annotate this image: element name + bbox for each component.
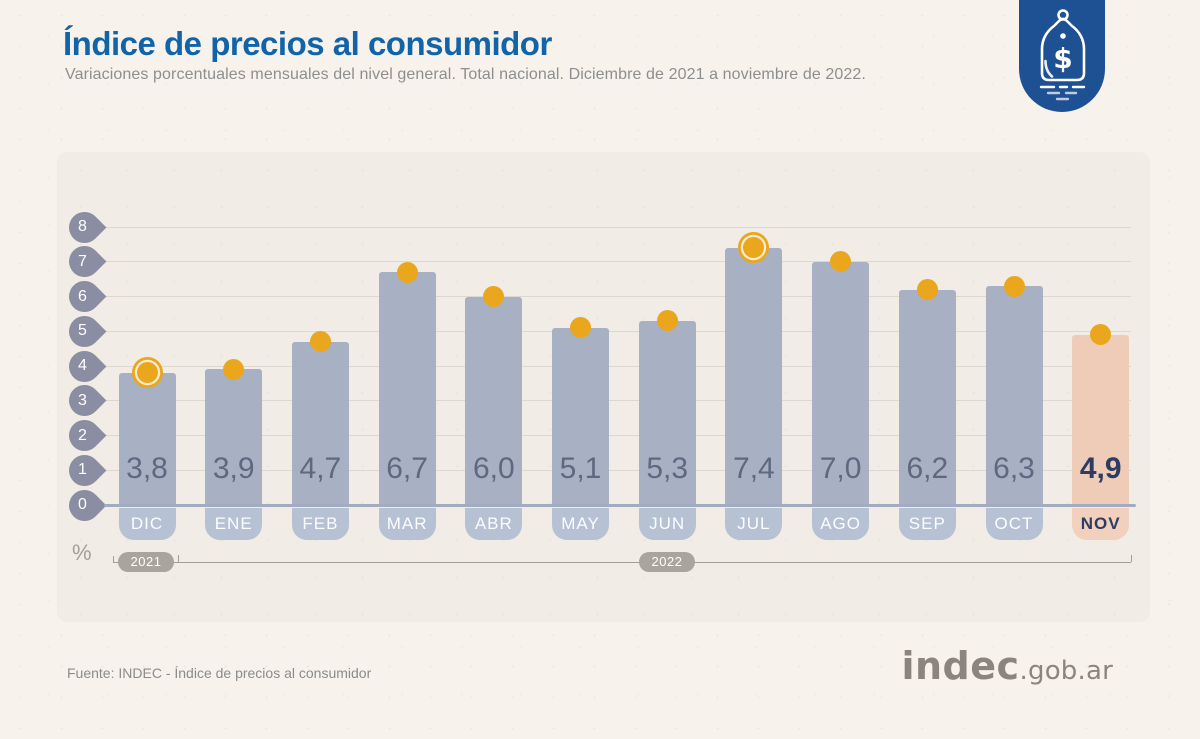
gridline-8 [103,226,1131,228]
axis-tick-label: 8 [78,218,87,235]
bar-value-label-may: 5,1 [559,452,602,485]
source-note: Fuente: INDEC - Índice de precios al con… [67,665,372,681]
bar-value-label-jul: 7,4 [733,452,775,485]
y-axis-unit-label: % [72,540,92,565]
bar-jul [725,247,783,505]
page-subtitle: Variaciones porcentuales mensuales del n… [65,66,866,83]
bar-dot-marker-sep [916,279,938,301]
bar-value-label-mar: 6,7 [386,452,428,485]
logo-domain-suffix: .gob.ar [1019,656,1113,686]
year-pill-2022: 2022 [639,552,695,572]
gridline-2 [103,435,1131,436]
bar-value-label-feb: 4,7 [299,452,342,485]
indec-logo: indec .gob.ar [901,644,1113,688]
axis-tick-label: 7 [78,252,87,270]
bar-dot-marker-jun [656,310,678,332]
axis-tick-8: 8 [62,205,108,249]
bar-value-label-oct: 6,3 [993,452,1035,485]
bar-dot-marker-ene [223,358,245,380]
axis-tick-4: 4 [62,344,108,388]
month-label-sep: SEP [898,508,956,540]
bar-dot-marker-feb [309,331,331,353]
bar-value-label-dic: 3,8 [126,452,168,485]
axis-tick-0: 0 [62,483,108,527]
axis-tick-label: 5 [78,322,87,340]
bar-dot-marker-nov [1090,324,1112,346]
gridline-4 [103,365,1131,367]
month-label-nov: NOV [1072,508,1130,540]
year-axis-tick-2 [1131,555,1132,562]
gridline-6 [103,296,1131,297]
year-axis-tick-0 [113,556,114,562]
bar-dot-marker-jul [743,237,765,259]
logo-wordmark: indec [901,644,1020,688]
bar-ago [812,261,870,505]
axis-tick-label: 6 [78,287,87,305]
bar-dot-marker-mar [396,261,418,283]
bar-oct [985,286,1043,505]
month-label-mar: MAR [378,508,436,540]
svg-text:$: $ [1053,42,1072,75]
gridline-1 [103,469,1131,471]
bar-dot-marker-dic [136,362,158,384]
gridline-5 [103,330,1131,332]
month-label-dic: DIC [118,508,176,540]
axis-tick-label: 3 [78,391,87,409]
month-label-ene: ENE [205,508,263,540]
axis-tick-3: 3 [62,378,108,423]
bar-feb [291,341,349,505]
x-axis-baseline [104,503,1136,507]
bar-value-label-ago: 7,0 [819,452,862,485]
month-label-oct: OCT [985,508,1043,540]
axis-tick-label: 1 [78,461,87,479]
bar-dot-marker-oct [1003,275,1025,297]
month-label-jul: JUL [725,508,783,540]
month-label-feb: FEB [291,508,349,540]
bar-value-label-sep: 6,2 [906,452,949,485]
axis-tick-1: 1 [62,448,108,493]
bar-nov [1072,334,1130,505]
axis-tick-label: 0 [78,496,87,513]
year-axis-tick-1 [178,555,179,562]
bar-value-label-ene: 3,9 [212,452,255,485]
bar-value-label-nov: 4,9 [1079,452,1122,485]
bar-ene [205,369,263,505]
bar-may [552,327,609,505]
bar-abr [465,296,523,505]
bar-jun [638,320,696,505]
axis-tick-7: 7 [62,239,108,284]
bar-value-label-jun: 5,3 [646,452,689,485]
year-pill-2021: 2021 [118,552,174,572]
axis-tick-5: 5 [62,309,108,354]
page-title: Índice de precios al consumidor [63,25,552,62]
bar-mar [378,272,436,505]
bar-sep [898,289,956,505]
gridline-7 [103,261,1131,263]
axis-tick-2: 2 [62,413,108,458]
axis-tick-label: 4 [78,357,87,374]
bar-dot-marker-abr [483,286,505,307]
bar-dot-marker-ago [830,251,852,273]
axis-tick-6: 6 [62,274,108,319]
bar-dic [118,372,176,505]
month-label-abr: ABR [465,508,523,540]
bar-value-label-abr: 6,0 [472,452,515,485]
month-label-jun: JUN [638,508,696,540]
gridline-3 [103,400,1131,402]
bar-dot-marker-may [570,317,591,339]
axis-tick-label: 2 [78,426,87,444]
month-label-ago: AGO [812,508,870,540]
price-tag-icon: $ [1019,0,1105,112]
brand-badge: $ [1019,0,1105,112]
month-label-may: MAY [552,508,609,540]
year-axis-line [113,562,1131,563]
